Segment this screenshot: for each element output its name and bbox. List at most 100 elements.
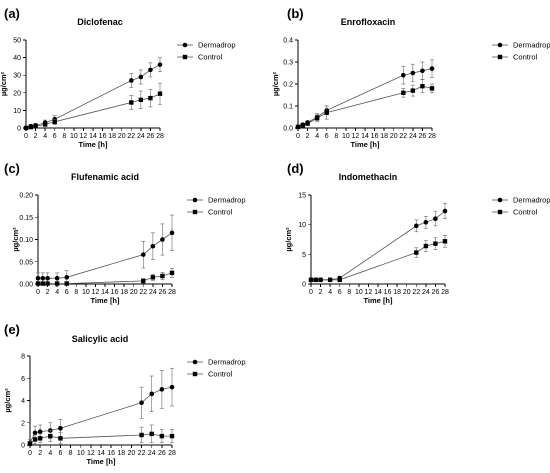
x-tick-label: 6 bbox=[58, 450, 62, 457]
legend-label: Control bbox=[513, 208, 538, 217]
y-tick-label: 10 bbox=[298, 222, 306, 229]
legend-label: Dermadrop bbox=[208, 196, 246, 205]
series-dermadrop bbox=[23, 57, 163, 131]
x-tick-label: 18 bbox=[117, 450, 125, 457]
data-point bbox=[150, 243, 156, 249]
x-tick-label: 0 bbox=[36, 289, 40, 296]
data-point bbox=[410, 70, 416, 76]
x-tick-label: 16 bbox=[111, 289, 119, 296]
x-tick-label: 18 bbox=[380, 133, 388, 140]
legend-label: Dermadrop bbox=[198, 41, 236, 50]
x-tick-label: 20 bbox=[130, 289, 138, 296]
data-point bbox=[314, 115, 320, 121]
x-tick-label: 0 bbox=[309, 289, 313, 296]
x-tick-label: 22 bbox=[412, 289, 420, 296]
chart-title: Flufenamic acid bbox=[71, 172, 139, 182]
x-axis-label: Time [h] bbox=[86, 457, 116, 466]
x-tick-label: 6 bbox=[338, 289, 342, 296]
data-point bbox=[327, 277, 333, 283]
y-tick-label: 0.00 bbox=[19, 282, 33, 289]
data-point bbox=[64, 275, 70, 280]
y-tick-label: 30 bbox=[13, 73, 21, 80]
data-point bbox=[308, 277, 314, 283]
panel-letter: (a) bbox=[4, 6, 20, 21]
legend-label: Control bbox=[208, 370, 233, 379]
series-control bbox=[295, 79, 435, 130]
y-tick-label: 0.1 bbox=[283, 104, 293, 111]
x-tick-label: 26 bbox=[419, 133, 427, 140]
data-point bbox=[138, 97, 144, 103]
y-tick-label: 0.3 bbox=[283, 60, 293, 67]
x-tick-label: 8 bbox=[334, 133, 338, 140]
x-tick-label: 4 bbox=[328, 289, 332, 296]
legend-label: Control bbox=[198, 53, 223, 62]
series-dermadrop bbox=[35, 214, 175, 285]
y-tick-label: 4 bbox=[21, 398, 25, 405]
x-tick-label: 10 bbox=[355, 289, 363, 296]
y-tick-label: 10 bbox=[13, 108, 21, 115]
x-tick-label: 18 bbox=[120, 289, 128, 296]
data-point bbox=[139, 400, 144, 406]
legend-marker bbox=[497, 54, 503, 60]
y-axis-label: µg/cm² bbox=[11, 227, 20, 252]
data-point bbox=[37, 436, 43, 441]
data-point bbox=[169, 270, 175, 276]
legend-marker bbox=[497, 42, 503, 48]
data-point bbox=[400, 72, 406, 78]
x-tick-label: 12 bbox=[87, 450, 95, 457]
x-tick-label: 28 bbox=[168, 289, 176, 296]
data-point bbox=[433, 216, 438, 222]
data-point bbox=[129, 100, 134, 105]
legend-entry: Dermadrop bbox=[187, 358, 246, 367]
y-tick-label: 5 bbox=[302, 252, 306, 259]
legend-label: Control bbox=[208, 208, 233, 217]
x-tick-label: 4 bbox=[315, 133, 319, 140]
x-tick-label: 0 bbox=[296, 133, 300, 140]
x-tick-label: 12 bbox=[80, 133, 88, 140]
data-point bbox=[28, 124, 33, 130]
data-point bbox=[410, 88, 416, 93]
data-point bbox=[313, 277, 318, 283]
x-tick-label: 6 bbox=[65, 289, 69, 296]
x-tick-label: 12 bbox=[92, 289, 100, 296]
legend-entry: Dermadrop bbox=[177, 41, 236, 50]
data-point bbox=[149, 391, 155, 397]
data-point bbox=[149, 431, 154, 437]
data-point bbox=[37, 429, 43, 434]
series-control bbox=[27, 424, 175, 447]
data-point bbox=[420, 84, 425, 89]
legend-label: Dermadrop bbox=[513, 196, 550, 205]
x-tick-label: 24 bbox=[149, 289, 157, 296]
x-tick-label: 22 bbox=[127, 133, 135, 140]
y-axis-label: µg/cm² bbox=[3, 388, 12, 413]
legend-entry: Control bbox=[492, 53, 538, 62]
y-tick-label: 50 bbox=[13, 38, 21, 45]
series-control bbox=[308, 235, 448, 283]
panel-letter: (d) bbox=[287, 161, 304, 176]
data-point bbox=[42, 122, 48, 127]
x-tick-label: 6 bbox=[53, 133, 57, 140]
y-tick-label: 0.15 bbox=[19, 215, 33, 222]
x-tick-label: 16 bbox=[384, 289, 392, 296]
x-tick-label: 8 bbox=[69, 450, 73, 457]
x-axis-label: Time [h] bbox=[363, 296, 393, 305]
x-tick-label: 24 bbox=[148, 450, 156, 457]
y-tick-label: 0.10 bbox=[19, 237, 33, 244]
x-tick-label: 26 bbox=[158, 450, 166, 457]
x-tick-label: 16 bbox=[99, 133, 107, 140]
data-point bbox=[169, 230, 175, 236]
x-tick-label: 26 bbox=[159, 289, 167, 296]
panel-letter: (b) bbox=[287, 6, 304, 21]
x-tick-label: 20 bbox=[128, 450, 136, 457]
x-tick-label: 4 bbox=[48, 450, 52, 457]
x-axis-label: Time [h] bbox=[78, 140, 108, 149]
y-tick-label: 40 bbox=[13, 55, 21, 62]
x-tick-label: 14 bbox=[97, 450, 105, 457]
legend-marker bbox=[192, 197, 198, 203]
x-tick-label: 16 bbox=[371, 133, 379, 140]
data-point bbox=[160, 237, 165, 242]
x-tick-label: 2 bbox=[34, 133, 38, 140]
legend-marker bbox=[182, 42, 188, 48]
x-tick-label: 10 bbox=[77, 450, 85, 457]
